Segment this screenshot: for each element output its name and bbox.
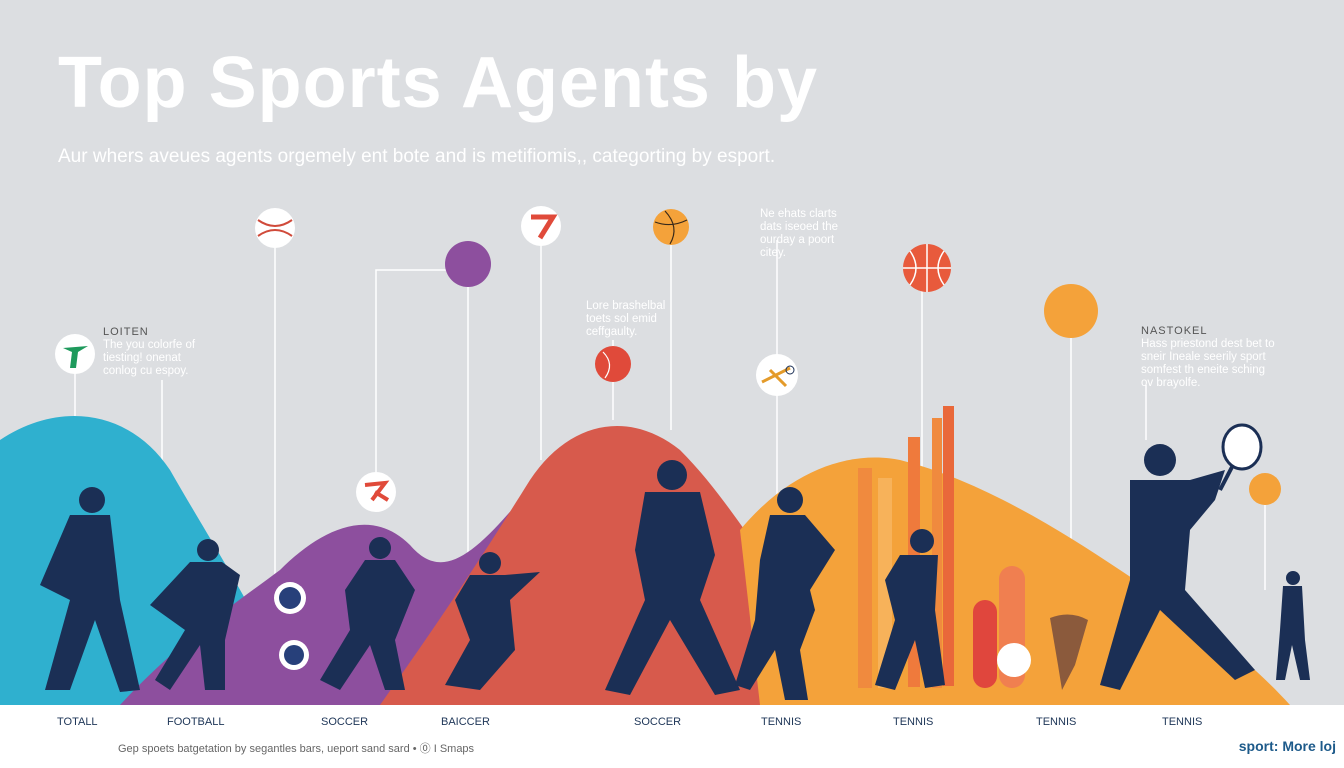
tennis-racket-icon bbox=[1218, 423, 1263, 491]
basketball-icon bbox=[653, 209, 689, 245]
seven-logo-icon bbox=[521, 206, 561, 246]
more-link[interactable]: sport: More loj bbox=[1238, 738, 1336, 754]
page-title: Top Sports Agents by bbox=[58, 43, 819, 123]
category-label: TENNIS bbox=[761, 716, 802, 728]
subtitle: Aur whers aveues agents orgemely ent bot… bbox=[58, 146, 776, 167]
note-3: Ne ehats clarts dats iseoed the ourday a… bbox=[760, 208, 838, 260]
soccer-ball-icon bbox=[274, 582, 309, 670]
icons bbox=[55, 206, 1281, 677]
note-4: NASTOKEL Hass priestond dest bet to sneir… bbox=[1141, 325, 1275, 390]
category-label: SOCCER bbox=[634, 716, 682, 728]
note-body: The you colorfe of tiesting! onenat conl… bbox=[103, 339, 196, 377]
x-logo-icon bbox=[356, 472, 396, 512]
small-ball-icon bbox=[1249, 473, 1281, 505]
note-2: Lore brashelbal toets sol emid ceffgault… bbox=[586, 300, 665, 339]
athlete-silhouettes bbox=[40, 444, 1310, 700]
category-label: TOTALL bbox=[57, 716, 98, 728]
note-heading: LOITEN bbox=[103, 326, 149, 338]
footer-caption: Gep spoets batgetation by segantles bars… bbox=[118, 743, 475, 755]
category-label: TENNIS bbox=[893, 716, 934, 728]
note-heading: NASTOKEL bbox=[1141, 325, 1208, 337]
category-label: TENNIS bbox=[1162, 716, 1203, 728]
note-1: LOITEN The you colorfe of tiesting! onena… bbox=[103, 326, 195, 378]
badminton-icon bbox=[756, 354, 798, 396]
t-logo-icon bbox=[55, 334, 95, 374]
note-body: Lore brashelbal toets sol emid ceffgault… bbox=[586, 300, 666, 338]
basketball-icon bbox=[903, 244, 951, 292]
category-label: TENNIS bbox=[1036, 716, 1077, 728]
tennis-ball-icon bbox=[595, 346, 631, 382]
orange-ball-icon bbox=[1044, 284, 1098, 338]
footer bbox=[0, 705, 1344, 768]
purple-ball-icon bbox=[445, 241, 491, 287]
category-label: FOOTBALL bbox=[167, 716, 225, 728]
category-label: BAICCER bbox=[441, 716, 490, 728]
note-body: Hass priestond dest bet to sneir Ineale … bbox=[1141, 338, 1275, 389]
white-ball-icon bbox=[997, 643, 1031, 677]
note-body: Ne ehats clarts dats iseoed the ourday a… bbox=[760, 208, 839, 259]
baseball-icon bbox=[255, 208, 295, 248]
category-label: SOCCER bbox=[321, 716, 369, 728]
